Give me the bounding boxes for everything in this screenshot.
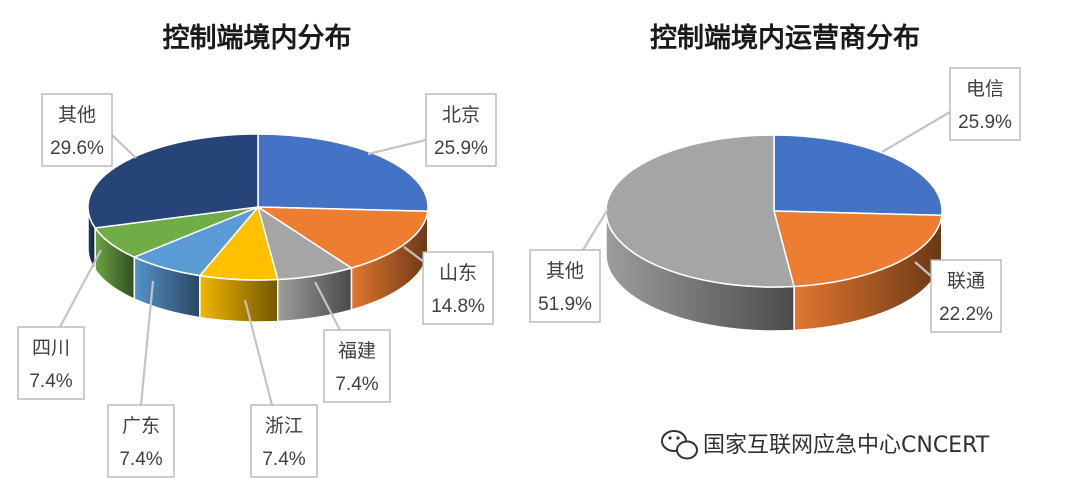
watermark-text: 国家互联网应急中心CNCERT [703,433,990,458]
pie-label-slice-1: 山东 14.8% [403,246,494,325]
pie-side-slice-3 [199,274,279,323]
pie-slice-slice-2 [605,134,795,288]
pie-label-slice-4: 广东 7.4% [107,280,175,478]
slice-value-label: 22.2% [939,304,993,325]
pie-slice-slice-0 [257,133,429,213]
slice-value-label: 25.9% [958,112,1012,133]
label-box [41,93,113,167]
slice-category-label: 山东 [439,262,477,284]
pie-label-slice-3: 浙江 7.4% [243,299,318,478]
slice-category-label: 北京 [442,104,480,126]
pie-label-slice-2: 其他 51.9% [529,208,609,323]
leader-line [914,261,932,277]
pie-label-slice-2: 福建 7.4% [314,281,391,403]
slice-value-label: 7.4% [335,374,378,395]
label-box [949,67,1021,141]
slice-value-label: 7.4% [262,449,305,470]
slice-value-label: 25.9% [434,138,488,159]
leader-line [59,249,102,328]
pie-label-slice-0: 电信 25.9% [881,67,1021,153]
chart-title-province: 控制端境内分布 [163,23,352,54]
slice-category-label: 其他 [546,260,584,282]
leader-line [243,299,274,406]
pie-label-slice-1: 联通 22.2% [914,259,1002,333]
slice-category-label: 四川 [32,338,70,359]
slice-category-label: 其他 [58,104,96,126]
slice-value-label: 29.6% [50,138,104,159]
label-box [930,259,1002,333]
slice-category-label: 电信 [966,78,1004,100]
label-box [17,326,85,400]
leader-line [403,246,425,263]
pie-slice-slice-6 [87,133,259,229]
slice-value-label: 14.8% [431,296,485,317]
label-box [425,93,497,167]
label-box [529,249,601,323]
slice-category-label: 福建 [338,340,376,362]
leader-line [314,281,341,331]
slice-value-label: 7.4% [29,371,72,392]
slice-value-label: 51.9% [538,294,592,315]
pie-chart-isp: 电信 25.9% 联通 22.2% 其他 51.9% [529,67,1021,333]
pie-slice-slice-1 [773,210,943,288]
label-box [422,251,494,325]
leader-line [139,280,155,406]
pie-label-slice-6: 其他 29.6% [41,93,137,167]
chart-title-isp: 控制端境内运营商分布 [650,23,920,54]
pie-label-slice-5: 四川 7.4% [17,249,102,400]
pie-label-slice-0: 北京 25.9% [367,93,497,167]
slice-category-label: 联通 [947,270,985,292]
watermark: 国家互联网应急中心CNCERT [661,430,990,460]
wechat-icon [661,430,698,460]
slice-category-label: 广东 [122,415,160,437]
pie-chart-province: 北京 25.9% 山东 14.8% 福建 7.4% 浙江 7.4% 广东 7.4% 四川 7.4% 其他… [17,93,497,478]
leader-line [881,111,951,153]
leader-line [582,208,609,251]
label-box [250,404,318,478]
slice-category-label: 浙江 [265,415,303,437]
leader-line [111,134,137,159]
slice-value-label: 7.4% [119,449,162,470]
label-box [107,404,175,478]
pie-slice-slice-1 [255,206,429,269]
pie-slice-slice-0 [773,134,943,217]
label-box [323,329,391,403]
leader-line [367,138,427,156]
